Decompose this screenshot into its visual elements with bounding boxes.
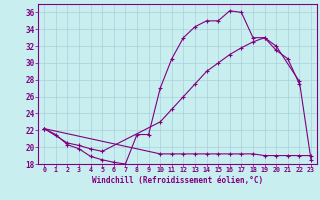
- X-axis label: Windchill (Refroidissement éolien,°C): Windchill (Refroidissement éolien,°C): [92, 176, 263, 185]
